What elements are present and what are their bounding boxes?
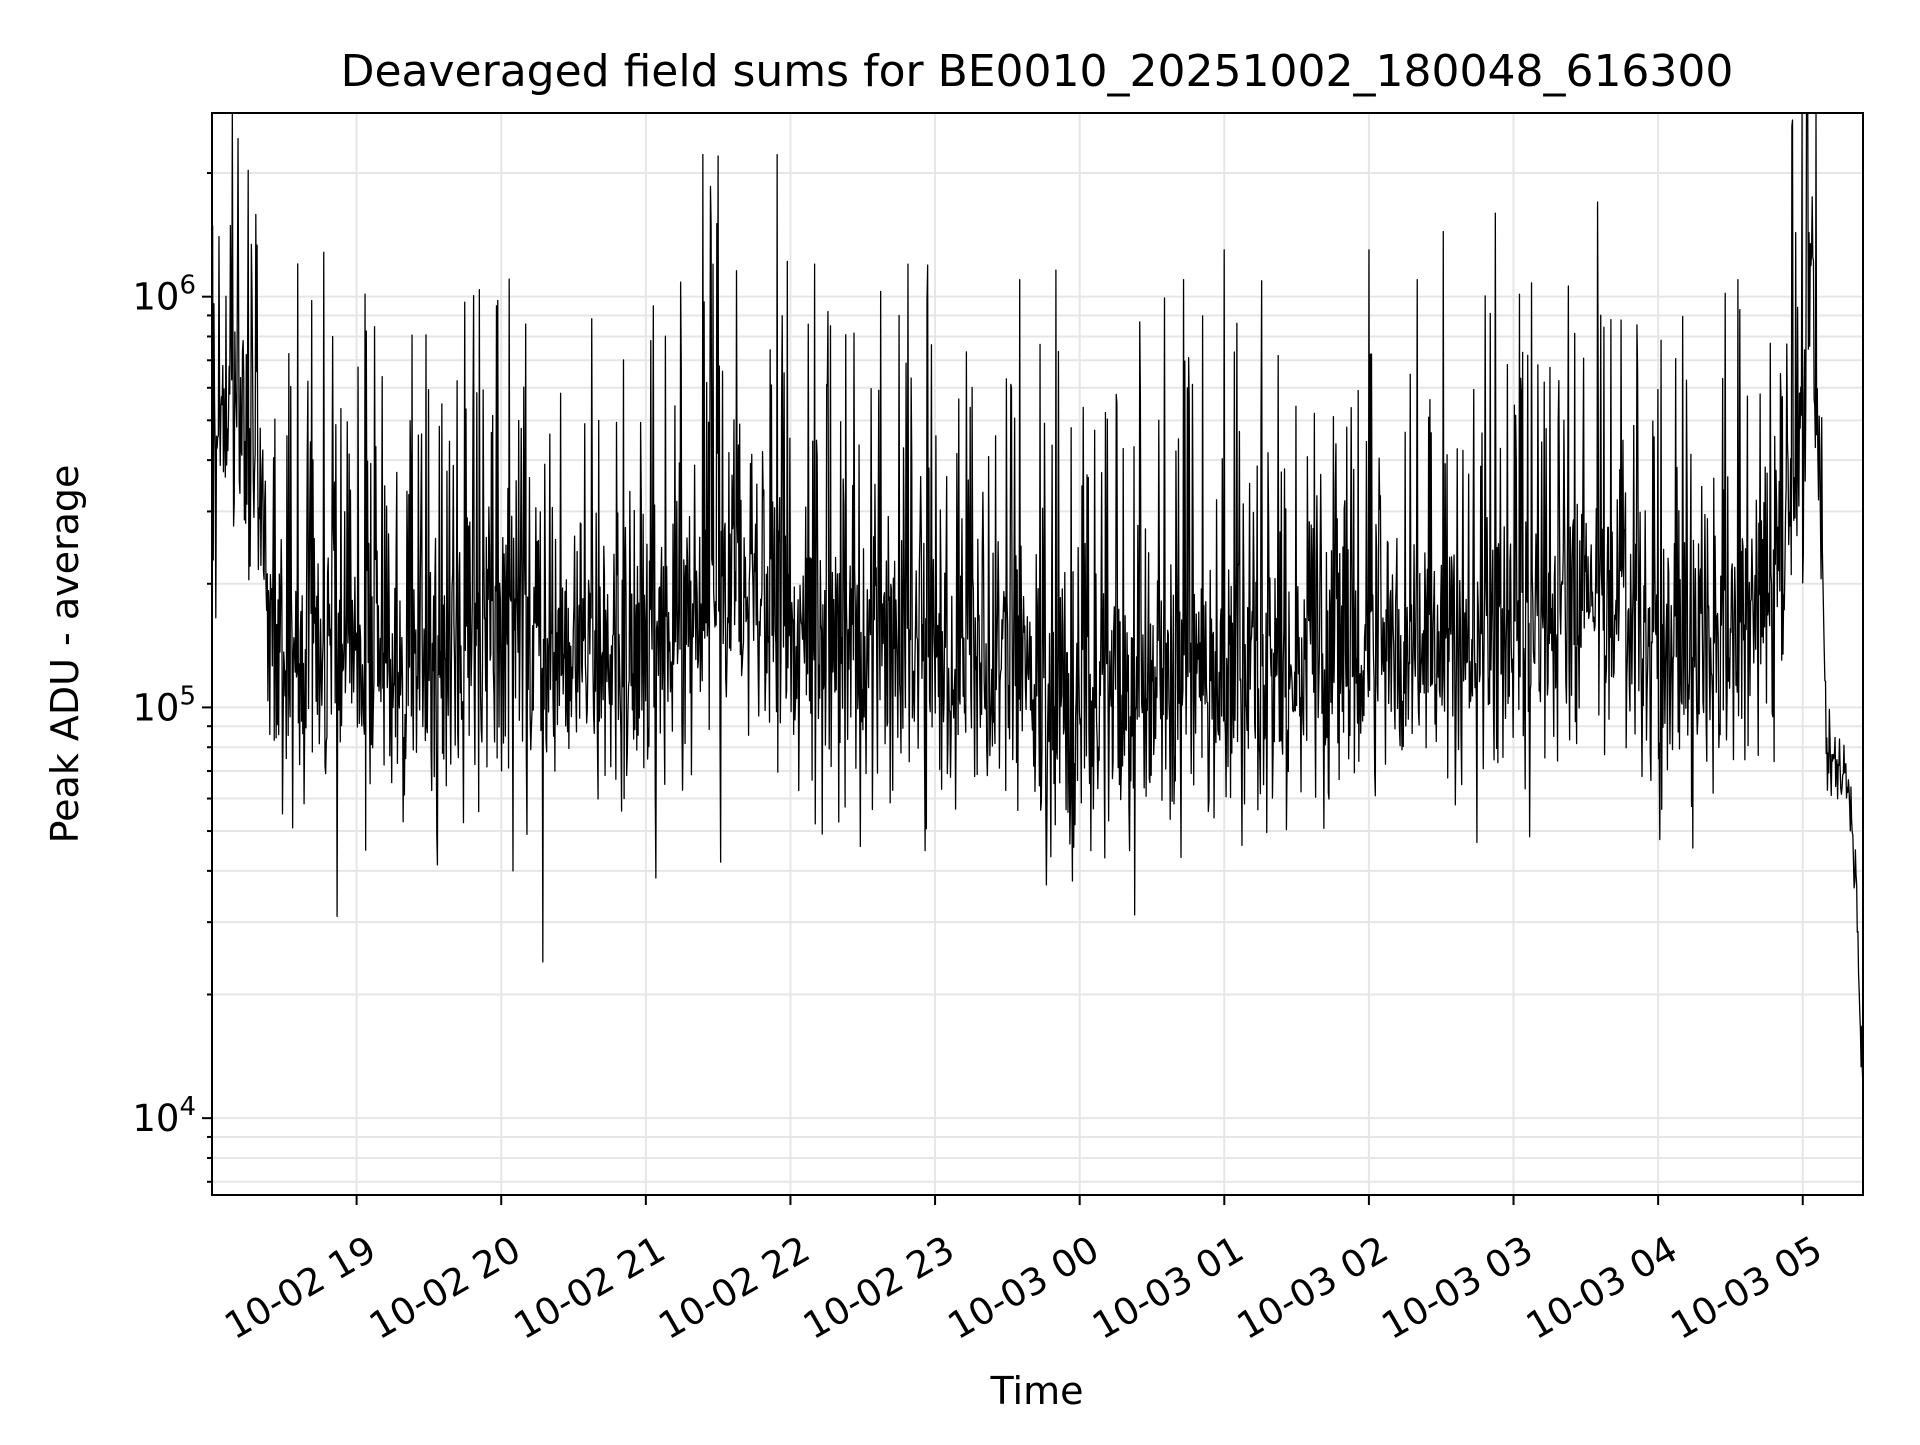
y-tick-label: 104 <box>132 1092 196 1140</box>
series-line <box>211 112 1864 1093</box>
y-axis-label: Peak ADU - average <box>43 465 87 844</box>
y-tick-label-base: 10 <box>132 1097 179 1140</box>
y-tick-label-exponent: 4 <box>179 1092 196 1122</box>
y-tick-label-exponent: 5 <box>179 681 196 711</box>
plot-frame <box>211 112 1864 1196</box>
x-axis-label: Time <box>990 1369 1084 1413</box>
y-tick-label-exponent: 6 <box>179 271 196 301</box>
chart-title: Deaveraged field sums for BE0010_2025100… <box>341 46 1734 97</box>
grid <box>212 113 1863 1195</box>
y-tick-label-base: 10 <box>132 686 179 729</box>
series <box>211 112 1864 1093</box>
y-tick-label: 105 <box>132 681 196 729</box>
y-tick-label: 106 <box>132 271 196 319</box>
y-tick-label-base: 10 <box>132 276 179 319</box>
